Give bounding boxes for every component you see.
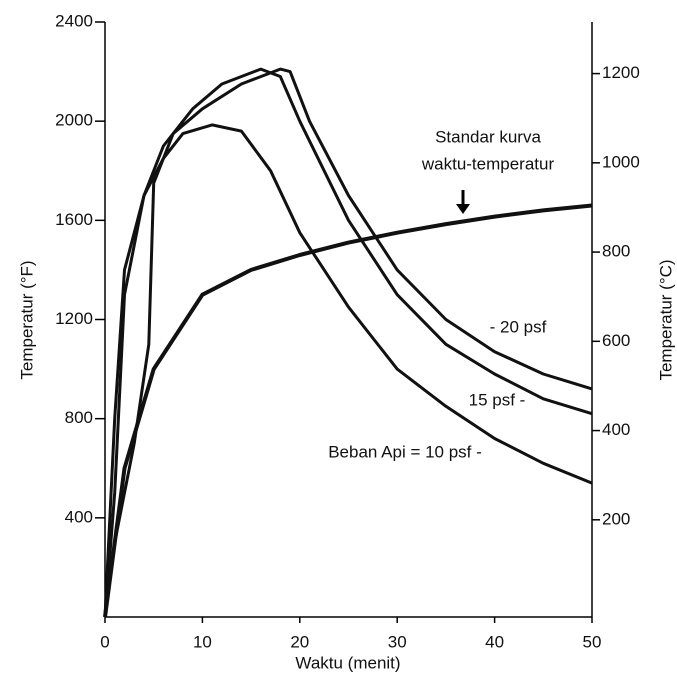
y-tick-label: 400	[65, 507, 93, 526]
x-tick-label: 30	[388, 632, 407, 651]
x-tick-label: 50	[583, 632, 602, 651]
line	[103, 123, 593, 618]
series-label: Beban Api = 10 psf -	[328, 442, 482, 461]
y2-tick-label: 200	[602, 509, 630, 528]
y2-axis-label: Temperatur (°C)	[656, 259, 675, 380]
series-label: - 20 psf	[490, 317, 547, 336]
series-label: 15 psf -	[469, 390, 526, 409]
y-tick-label: 1200	[55, 309, 93, 328]
line	[103, 67, 593, 618]
y2-tick-label: 1000	[602, 152, 640, 171]
y2-tick-label: 800	[602, 242, 630, 261]
y-tick-label: 800	[65, 408, 93, 427]
y-tick-label: 2400	[55, 11, 93, 30]
annotation: Standar kurva	[435, 127, 541, 146]
y2-tick-label: 400	[602, 420, 630, 439]
x-tick-label: 40	[485, 632, 504, 651]
y2-tick-label: 1200	[602, 63, 640, 82]
line	[103, 203, 593, 618]
y-tick-label: 1600	[55, 210, 93, 229]
arrow-head	[456, 204, 470, 214]
x-tick-label: 10	[193, 632, 212, 651]
x-tick-label: 0	[100, 632, 109, 651]
y-axis-label: Temperatur (°F)	[17, 260, 36, 379]
line	[103, 67, 593, 618]
x-axis-label: Waktu (menit)	[295, 653, 400, 672]
annotation: waktu-temperatur	[421, 154, 555, 173]
x-tick-label: 20	[290, 632, 309, 651]
y2-tick-label: 600	[602, 331, 630, 350]
y-tick-label: 2000	[55, 111, 93, 130]
